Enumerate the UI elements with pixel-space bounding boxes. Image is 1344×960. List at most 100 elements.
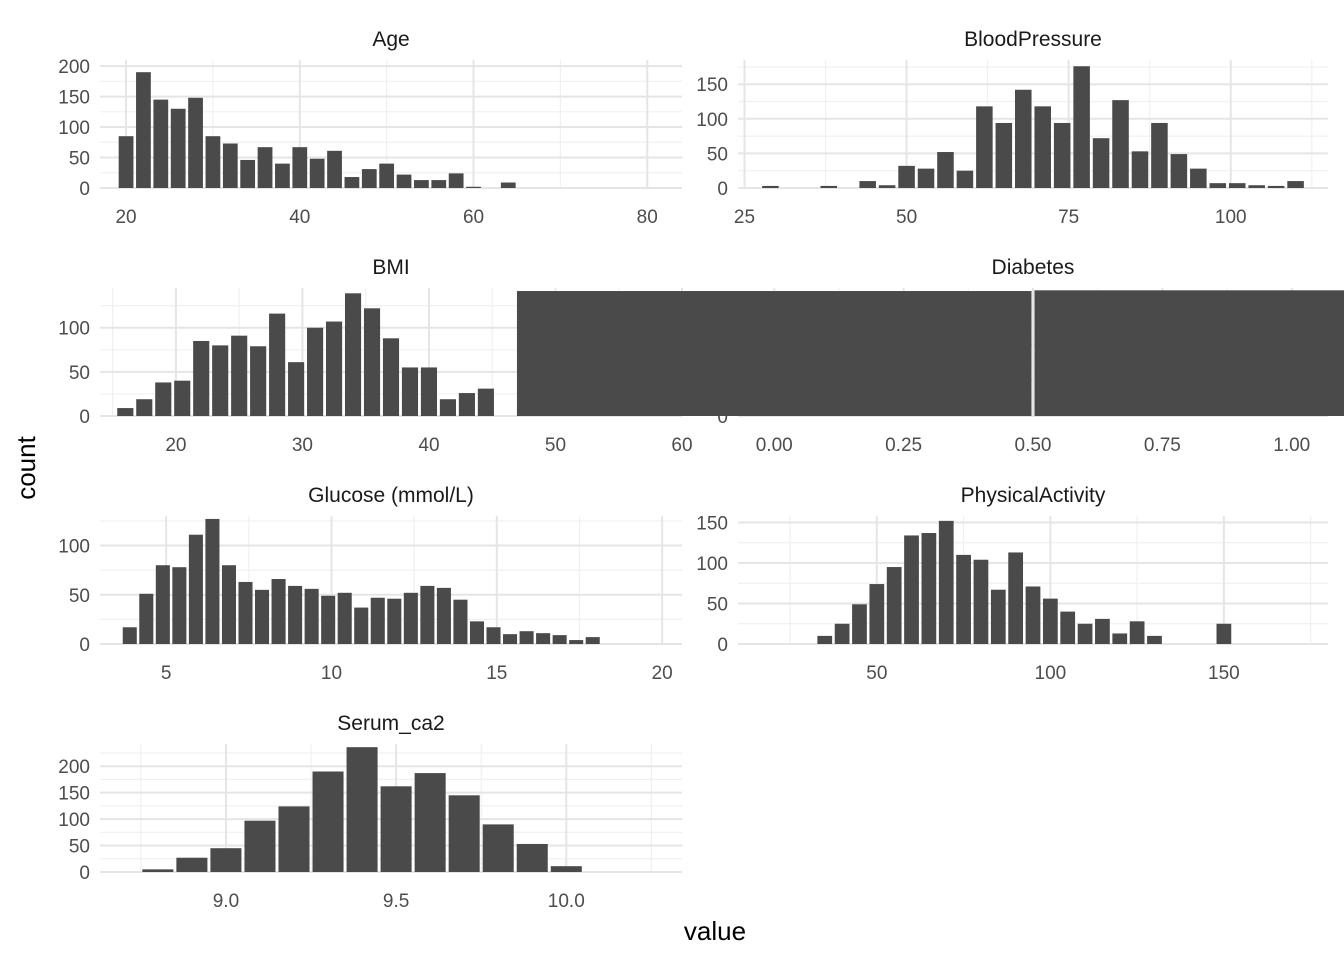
y-tick-label: 50: [69, 586, 90, 607]
histogram-bar: [1077, 623, 1093, 644]
y-tick-label: 100: [58, 810, 90, 831]
x-tick-label: 50: [545, 435, 566, 456]
x-tick-label: 20: [115, 207, 136, 228]
histogram-bar: [898, 165, 915, 188]
histogram-bar: [439, 399, 457, 416]
histogram-bar: [585, 637, 600, 644]
histogram-bar: [396, 174, 412, 188]
histogram-bar: [1129, 621, 1145, 644]
histogram-bar: [327, 150, 342, 188]
facet-title-serum-ca2: Serum_ca2: [337, 712, 444, 735]
histogram-bar: [516, 843, 548, 872]
x-axis-title: value: [684, 916, 746, 946]
histogram-bar: [1015, 89, 1032, 188]
facet-title-physicalactivity: PhysicalActivity: [961, 484, 1106, 507]
y-tick-label: 0: [79, 635, 90, 656]
histogram-bar: [172, 567, 187, 644]
histogram-bar: [453, 599, 468, 644]
histogram-bar: [820, 185, 838, 188]
histogram-bar: [1073, 66, 1090, 188]
histogram-bar: [1053, 122, 1071, 188]
histogram-bar: [380, 786, 412, 872]
histogram-bar: [1112, 633, 1128, 644]
histogram-bar: [414, 180, 429, 188]
y-tick-label: 150: [696, 75, 728, 96]
x-tick-label: 40: [289, 207, 310, 228]
histogram-bar: [278, 806, 310, 872]
y-tick-label: 50: [69, 837, 90, 858]
x-tick-label: 80: [637, 207, 658, 228]
histogram-bar: [1190, 168, 1207, 188]
histogram-bar: [288, 362, 305, 416]
histogram-bar: [346, 747, 378, 872]
histogram-bar: [431, 180, 447, 188]
histogram-bar: [1034, 290, 1344, 416]
y-tick-label: 0: [79, 179, 90, 200]
histogram-bar: [244, 820, 276, 872]
histogram-bar: [304, 588, 319, 644]
y-tick-label: 100: [696, 110, 728, 131]
x-tick-label: 30: [292, 435, 313, 456]
histogram-bar: [436, 587, 451, 644]
y-tick-label: 100: [58, 319, 90, 340]
histogram-bar: [401, 367, 419, 416]
histogram-bar: [136, 399, 153, 416]
x-tick-label: 50: [896, 207, 917, 228]
histogram-bar: [379, 163, 395, 188]
x-tick-label: 40: [418, 435, 439, 456]
x-tick-label: 0.25: [885, 435, 922, 456]
y-tick-label: 200: [58, 757, 90, 778]
histogram-bar: [205, 136, 221, 188]
histogram-bar: [878, 185, 896, 188]
y-axis-title: count: [11, 435, 41, 499]
histogram-bar: [292, 147, 308, 188]
histogram-bar: [569, 640, 584, 644]
histogram-bar: [142, 869, 174, 872]
x-tick-label: 25: [734, 207, 755, 228]
x-tick-label: 75: [1058, 207, 1079, 228]
histogram-bar: [1287, 181, 1304, 188]
y-tick-label: 100: [696, 554, 728, 575]
panel-serum-ca2: 9.0 9.5 10.0 0 50 100 150 200 Serum_ca2: [58, 712, 682, 912]
histogram-bar: [448, 795, 480, 872]
histogram-bar: [937, 152, 954, 188]
histogram-bar: [221, 565, 236, 644]
histogram-bar: [503, 634, 518, 644]
histogram-bar: [174, 380, 191, 416]
x-tick-label: 20: [652, 663, 673, 684]
histogram-bar: [122, 627, 137, 644]
histogram-bar: [193, 340, 210, 416]
histogram-bar: [344, 293, 362, 416]
histogram-bar: [309, 158, 325, 188]
histogram-bar: [869, 584, 885, 644]
histogram-bar: [354, 607, 369, 644]
histogram-bar: [469, 621, 485, 644]
panel-physicalactivity: 50 100 150 0 50 100 150 PhysicalActivity: [696, 484, 1328, 684]
histogram-bar: [275, 163, 290, 188]
histogram-bar: [420, 367, 438, 416]
histogram-bar: [136, 72, 151, 188]
histogram-bar: [212, 345, 229, 416]
histogram-bar: [337, 592, 352, 644]
histogram-bar: [231, 335, 248, 416]
x-tick-label: 0.50: [1015, 435, 1052, 456]
histogram-bar: [1151, 122, 1168, 188]
histogram-bar: [1216, 623, 1232, 644]
x-tick-label: 10.0: [548, 891, 585, 912]
histogram-bar: [205, 518, 220, 644]
histogram-bar: [1095, 618, 1110, 644]
histogram-bar: [238, 581, 253, 644]
histogram-bar: [118, 136, 134, 188]
histogram-bar: [363, 308, 381, 416]
histogram-bar: [153, 99, 169, 188]
histogram-bar: [255, 589, 270, 644]
histogram-bar: [420, 585, 435, 644]
histogram-bar: [990, 589, 1006, 644]
histogram-bar: [188, 534, 203, 644]
histogram-bar: [403, 592, 418, 644]
y-tick-label: 100: [58, 537, 90, 558]
histogram-bar: [222, 143, 238, 188]
y-tick-label: 150: [696, 513, 728, 534]
x-tick-label: 100: [1215, 207, 1247, 228]
histogram-bar: [904, 535, 919, 644]
